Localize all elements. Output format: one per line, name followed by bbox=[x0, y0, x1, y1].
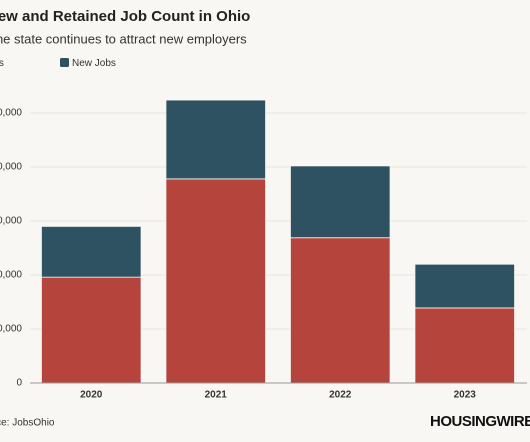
bar-segment bbox=[290, 165, 391, 239]
y-tick-label: 10,000 bbox=[0, 324, 22, 335]
chart-title: New and Retained Job Count in Ohio bbox=[0, 8, 250, 25]
y-tick-label: 20,000 bbox=[0, 270, 22, 281]
bar-segment bbox=[414, 307, 515, 384]
bar-segment bbox=[41, 276, 142, 384]
y-tick-label: 30,000 bbox=[0, 216, 22, 227]
y-tick-label: 40,000 bbox=[0, 162, 22, 173]
bar-segment bbox=[290, 237, 391, 384]
y-tick-label: 0 bbox=[16, 378, 22, 389]
x-tick-label: 2023 bbox=[454, 390, 477, 401]
logo: HOUSINGWIRE bbox=[430, 413, 530, 430]
legend-label: New Jobs bbox=[72, 58, 116, 69]
chart-subtitle: The state continues to attract new emplo… bbox=[0, 31, 247, 46]
x-tick-label: 2022 bbox=[329, 390, 352, 401]
x-tick-label: 2020 bbox=[80, 390, 103, 401]
bar-segment bbox=[165, 178, 266, 384]
legend-label: Retained Jobs bbox=[0, 58, 4, 69]
bar-segment bbox=[414, 263, 515, 309]
y-tick-label: 50,000 bbox=[0, 108, 22, 119]
source: Source: JobsOhio bbox=[0, 418, 55, 429]
bar-segment bbox=[41, 225, 142, 278]
x-tick-label: 2021 bbox=[205, 390, 228, 401]
legend: Retained Jobs New Jobs bbox=[0, 58, 116, 69]
bar-segment bbox=[165, 99, 266, 180]
legend-swatch bbox=[60, 58, 69, 67]
